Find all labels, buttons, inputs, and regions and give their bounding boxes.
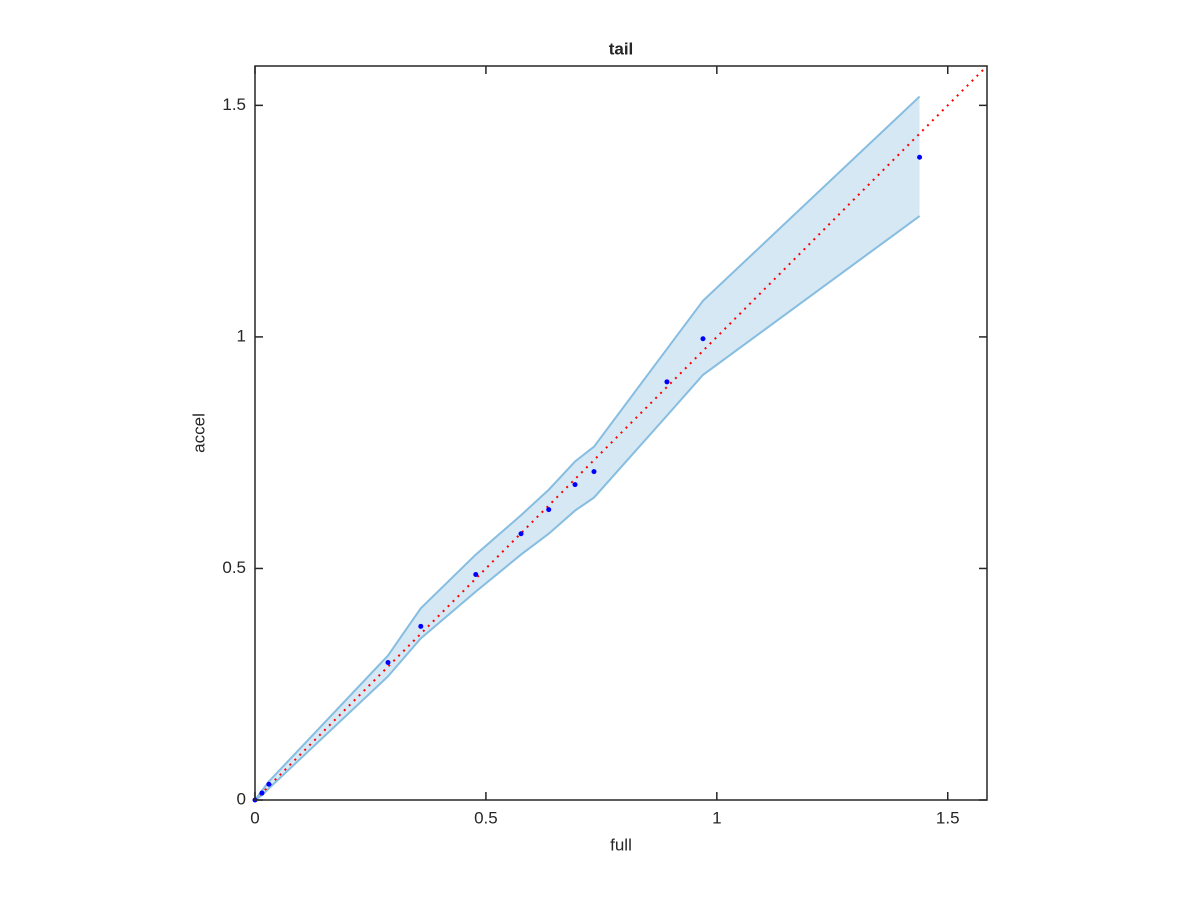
band-upper-edge	[254, 95, 921, 801]
x-tick-label: 0	[250, 808, 259, 827]
axes-box	[254, 65, 988, 801]
chart-title: tail	[609, 39, 634, 58]
y-tick-label: 0	[237, 789, 246, 808]
x-axis-label: full	[610, 835, 632, 854]
y-tick-label: 1	[237, 326, 246, 345]
y-tick-label: 1.5	[222, 95, 246, 114]
data-point	[917, 154, 923, 160]
data-point	[473, 571, 479, 577]
data-point	[518, 531, 524, 537]
data-point	[572, 482, 578, 488]
data-point	[385, 659, 391, 665]
x-tick-label: 1.5	[936, 808, 960, 827]
data-point	[259, 790, 265, 796]
x-tick-label: 1	[712, 808, 721, 827]
data-point	[700, 336, 706, 342]
reference-line	[254, 65, 988, 801]
data-point	[546, 507, 552, 513]
data-point	[418, 623, 424, 629]
band-lower-edge	[254, 215, 921, 801]
data-point	[266, 781, 272, 787]
y-tick-label: 0.5	[222, 558, 246, 577]
data-point	[664, 379, 670, 385]
x-tick-label: 0.5	[474, 808, 498, 827]
data-point	[591, 469, 597, 475]
y-axis-label: accel	[189, 413, 208, 453]
